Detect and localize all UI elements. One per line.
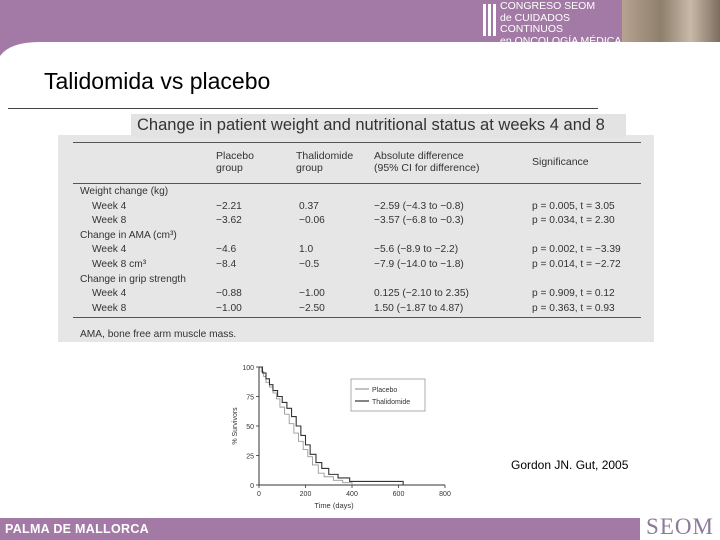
footer-location: PALMA DE MALLORCA bbox=[5, 522, 149, 536]
x-axis-label: Time (days) bbox=[314, 501, 354, 510]
col-header-significance: Significance bbox=[532, 156, 589, 168]
logo-line: en ONCOLOGÍA MÉDICA bbox=[500, 34, 622, 47]
cell-significance: p = 0.005, t = 3.05 bbox=[532, 200, 615, 212]
table-footnote: AMA, bone free arm muscle mass. bbox=[80, 329, 237, 340]
series-line-thalidomide bbox=[259, 366, 404, 485]
legend-box bbox=[350, 378, 426, 412]
cell-difference: 1.50 (−1.87 to 4.87) bbox=[374, 302, 464, 314]
x-tick-label: 400 bbox=[346, 491, 358, 498]
row-label: Week 8 bbox=[92, 215, 127, 227]
cell-thalidomide: 0.37 bbox=[299, 200, 319, 212]
col-header-difference: Absolute difference (95% CI for differenc… bbox=[374, 150, 480, 174]
y-tick-label: 50 bbox=[246, 424, 254, 431]
cell-significance: p = 0.002, t = −3.39 bbox=[532, 244, 621, 256]
row-label: Week 8 bbox=[92, 302, 127, 314]
cell-placebo: −4.6 bbox=[216, 244, 237, 256]
survival-chart: 0 25 50 75 100 0 200 400 600 800 % Survivors Time (… bbox=[232, 365, 451, 510]
cell-significance: p = 0.363, t = 0.93 bbox=[532, 302, 615, 314]
x-tick-label: 600 bbox=[393, 491, 405, 498]
cell-significance: p = 0.034, t = 2.30 bbox=[532, 215, 615, 227]
cell-placebo: −0.88 bbox=[216, 288, 242, 300]
row-label: Week 4 bbox=[92, 244, 127, 256]
table-rule-top bbox=[73, 142, 641, 143]
x-tick-label: 200 bbox=[300, 491, 312, 498]
y-tick-label: 0 bbox=[250, 483, 254, 490]
cell-placebo: −8.4 bbox=[216, 259, 237, 270]
logo-bars-icon bbox=[483, 4, 496, 36]
cell-difference: −5.6 (−8.9 to −2.2) bbox=[374, 244, 459, 256]
logo-line: de CUIDADOS CONTINUOS bbox=[500, 11, 571, 35]
cell-difference: −7.9 (−14.0 to −1.8) bbox=[374, 259, 464, 270]
y-tick-label: 25 bbox=[246, 454, 254, 461]
series-line-placebo bbox=[259, 366, 353, 485]
slide-title: Talidomida vs placebo bbox=[44, 68, 271, 94]
seom-logo: SEOM bbox=[640, 513, 720, 540]
table-caption: Change in patient weight and nutritional… bbox=[131, 114, 626, 137]
legend-label: Thalidomide bbox=[372, 399, 410, 406]
cell-thalidomide: 1.0 bbox=[299, 244, 314, 256]
x-tick-label: 0 bbox=[257, 491, 261, 498]
row-label: Weight change (kg) bbox=[80, 186, 169, 197]
legend-label: Placebo bbox=[372, 387, 397, 394]
cell-placebo: −2.21 bbox=[216, 200, 242, 212]
logo-line: CONGRESO SEOM bbox=[500, 0, 596, 12]
cell-difference: 0.125 (−2.10 to 2.35) bbox=[374, 288, 469, 300]
cell-thalidomide: −2.50 bbox=[299, 302, 325, 314]
cell-thalidomide: −0.06 bbox=[299, 215, 325, 227]
cell-thalidomide: −0.5 bbox=[299, 259, 320, 270]
header-photo bbox=[622, 0, 720, 42]
cell-placebo: −1.00 bbox=[216, 302, 242, 314]
table-rule-bottom bbox=[73, 317, 641, 318]
table-rule-header bbox=[73, 183, 641, 184]
x-tick-label: 800 bbox=[439, 491, 451, 498]
y-tick-label: 75 bbox=[246, 395, 254, 402]
row-label: Change in grip strength bbox=[80, 273, 186, 285]
cell-placebo: −3.62 bbox=[216, 215, 242, 227]
cell-difference: −2.59 (−4.3 to −0.8) bbox=[374, 200, 464, 212]
cell-thalidomide: −1.00 bbox=[299, 288, 325, 300]
col-header-thalidomide: Thalidomide group bbox=[296, 150, 354, 174]
row-label: Change in AMA (cm³) bbox=[80, 229, 177, 241]
row-label: Week 8 cm³ bbox=[92, 259, 147, 270]
row-label: Week 4 bbox=[92, 288, 127, 300]
cell-difference: −3.57 (−6.8 to −0.3) bbox=[374, 215, 464, 227]
col-header-placebo: Placebo group bbox=[216, 150, 254, 174]
title-rule bbox=[8, 108, 598, 109]
y-axis-label: % Survivors bbox=[232, 407, 239, 445]
citation: Gordon JN. Gut, 2005 bbox=[511, 458, 629, 472]
y-tick-label: 100 bbox=[242, 365, 254, 372]
footer-band bbox=[0, 518, 720, 540]
cell-significance: p = 0.909, t = 0.12 bbox=[532, 288, 615, 300]
congress-logo-text: CONGRESO SEOM de CUIDADOS CONTINUOS en O… bbox=[500, 0, 622, 47]
row-label: Week 4 bbox=[92, 200, 127, 212]
cell-significance: p = 0.014, t = −2.72 bbox=[532, 259, 621, 270]
table-figure bbox=[58, 135, 654, 342]
